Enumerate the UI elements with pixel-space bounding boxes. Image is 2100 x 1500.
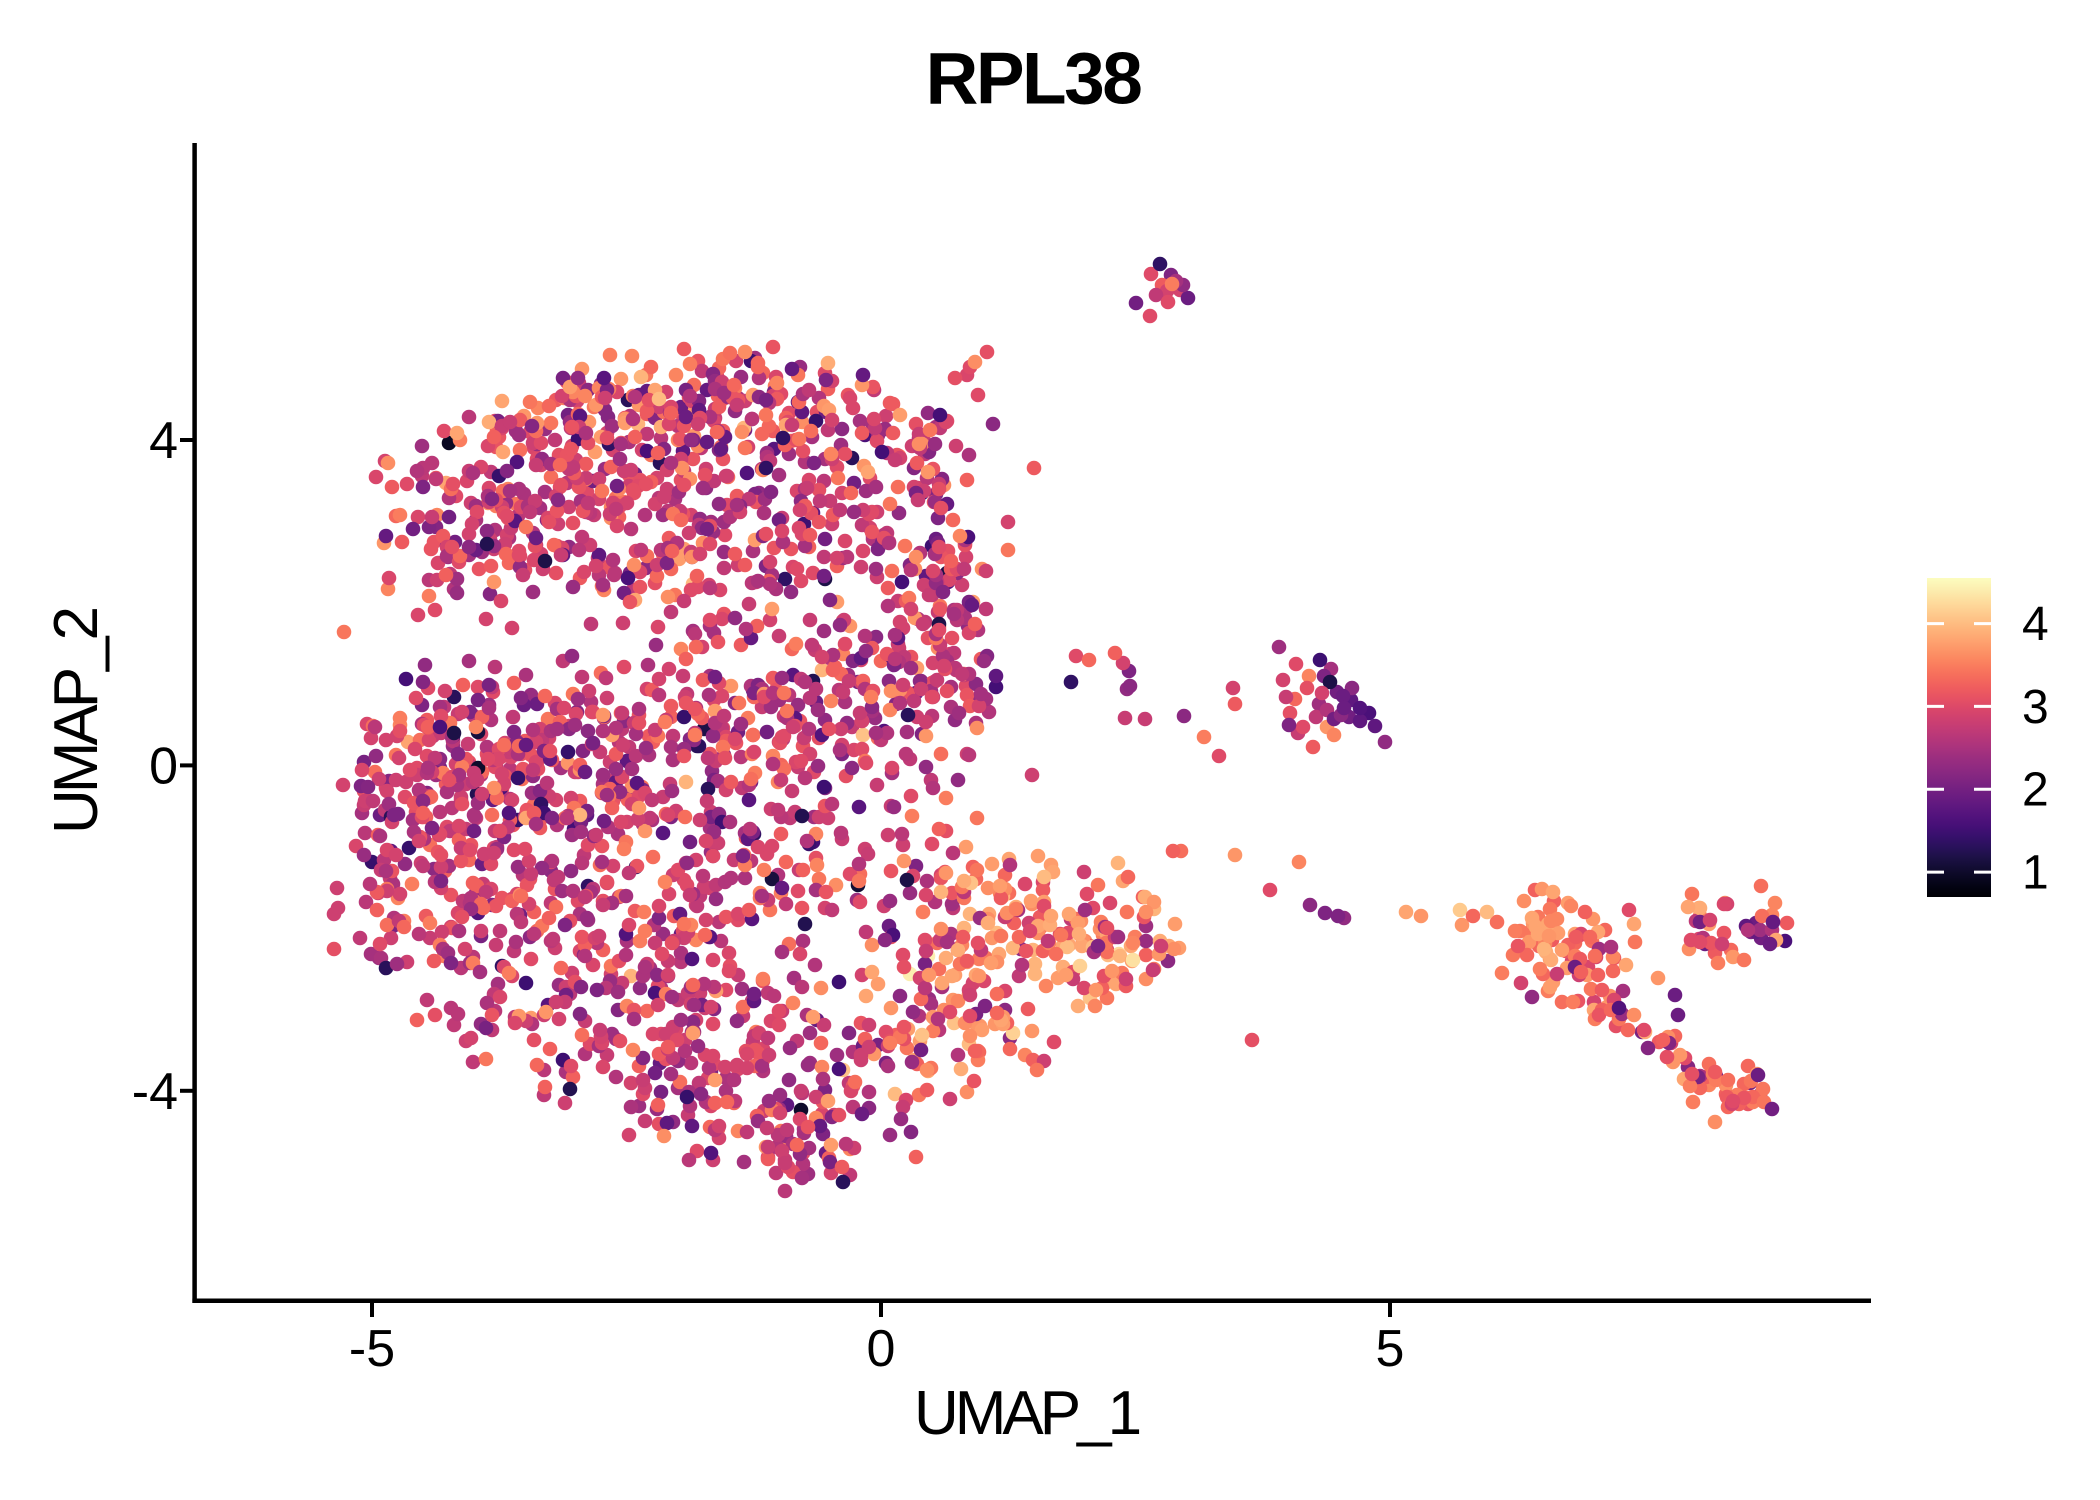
svg-text:-4: -4 [132,1063,178,1121]
svg-text:4: 4 [149,412,178,470]
svg-text:0: 0 [149,737,178,795]
svg-text:1: 1 [2022,847,2049,900]
svg-text:-5: -5 [349,1320,395,1378]
svg-text:0: 0 [867,1320,896,1378]
svg-text:RPL38: RPL38 [926,39,1142,120]
svg-text:3: 3 [2022,681,2049,734]
svg-text:UMAP_1: UMAP_1 [914,1379,1140,1448]
svg-text:UMAP_2: UMAP_2 [42,608,111,834]
svg-text:4: 4 [2022,598,2049,651]
svg-text:5: 5 [1376,1320,1405,1378]
svg-text:2: 2 [2022,764,2049,817]
